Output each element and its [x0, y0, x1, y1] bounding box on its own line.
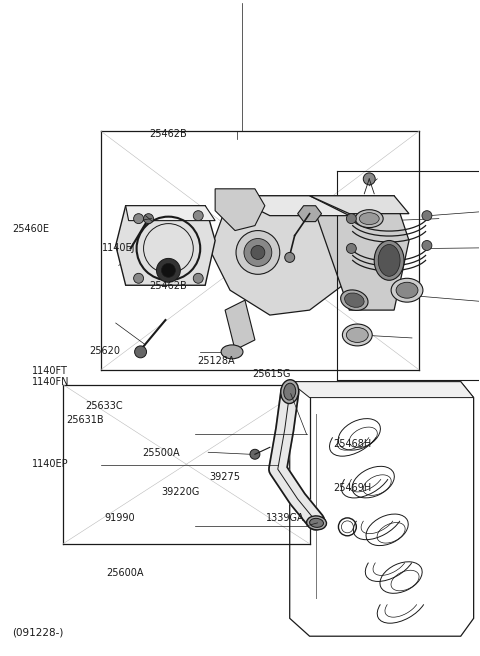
Ellipse shape	[360, 213, 379, 224]
Polygon shape	[290, 382, 474, 398]
Text: 1140FT: 1140FT	[32, 366, 67, 376]
Polygon shape	[116, 206, 215, 285]
Circle shape	[193, 211, 203, 220]
Text: 25469H: 25469H	[333, 483, 372, 493]
Text: 25468H: 25468H	[333, 439, 372, 449]
Ellipse shape	[341, 290, 368, 310]
Ellipse shape	[355, 210, 383, 228]
Ellipse shape	[221, 345, 243, 359]
Text: 25633C: 25633C	[85, 401, 122, 411]
Polygon shape	[298, 206, 322, 222]
Text: 1339GA: 1339GA	[266, 513, 305, 523]
Circle shape	[144, 214, 154, 224]
Text: 25500A: 25500A	[142, 448, 180, 459]
Circle shape	[236, 230, 280, 274]
Polygon shape	[126, 206, 215, 220]
Text: 1140EJ: 1140EJ	[102, 243, 135, 253]
Ellipse shape	[342, 324, 372, 346]
Text: 25460E: 25460E	[12, 224, 49, 234]
Circle shape	[161, 263, 175, 277]
Polygon shape	[310, 195, 409, 214]
Text: 25462B: 25462B	[149, 281, 187, 291]
Circle shape	[347, 243, 356, 253]
Ellipse shape	[396, 282, 418, 298]
Circle shape	[285, 253, 295, 262]
Text: 25631B: 25631B	[66, 415, 103, 425]
Text: 25128A: 25128A	[197, 356, 235, 366]
Polygon shape	[210, 195, 349, 315]
Polygon shape	[225, 300, 255, 350]
Circle shape	[422, 211, 432, 220]
Circle shape	[244, 239, 272, 266]
Text: 25600A: 25600A	[107, 568, 144, 578]
Text: 91990: 91990	[104, 513, 134, 523]
Ellipse shape	[391, 278, 423, 302]
Circle shape	[251, 245, 265, 259]
Circle shape	[363, 173, 375, 185]
Ellipse shape	[374, 241, 404, 280]
Circle shape	[134, 346, 146, 358]
Circle shape	[250, 449, 260, 459]
Polygon shape	[215, 189, 265, 230]
Text: 1140EP: 1140EP	[33, 459, 69, 468]
Circle shape	[156, 258, 180, 282]
Text: 1140FN: 1140FN	[32, 377, 69, 387]
Ellipse shape	[347, 327, 368, 342]
Text: 25462B: 25462B	[149, 129, 187, 138]
Text: 39220G: 39220G	[161, 487, 200, 497]
Ellipse shape	[284, 383, 296, 400]
Polygon shape	[230, 195, 349, 216]
Ellipse shape	[310, 518, 324, 527]
Ellipse shape	[307, 516, 326, 530]
Text: (091228-): (091228-)	[12, 628, 63, 638]
Circle shape	[133, 214, 144, 224]
Circle shape	[133, 274, 144, 283]
Ellipse shape	[281, 380, 299, 403]
Circle shape	[422, 241, 432, 251]
Text: 25615G: 25615G	[252, 369, 290, 379]
Ellipse shape	[378, 245, 400, 276]
Polygon shape	[310, 195, 409, 310]
Ellipse shape	[345, 293, 364, 308]
Text: 39275: 39275	[209, 472, 240, 482]
Circle shape	[193, 274, 203, 283]
Text: 25620: 25620	[90, 346, 120, 356]
Circle shape	[347, 214, 356, 224]
